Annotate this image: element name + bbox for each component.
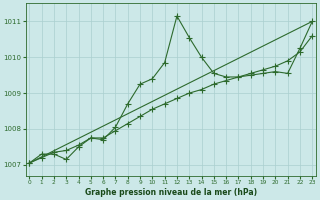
X-axis label: Graphe pression niveau de la mer (hPa): Graphe pression niveau de la mer (hPa) [85,188,257,197]
